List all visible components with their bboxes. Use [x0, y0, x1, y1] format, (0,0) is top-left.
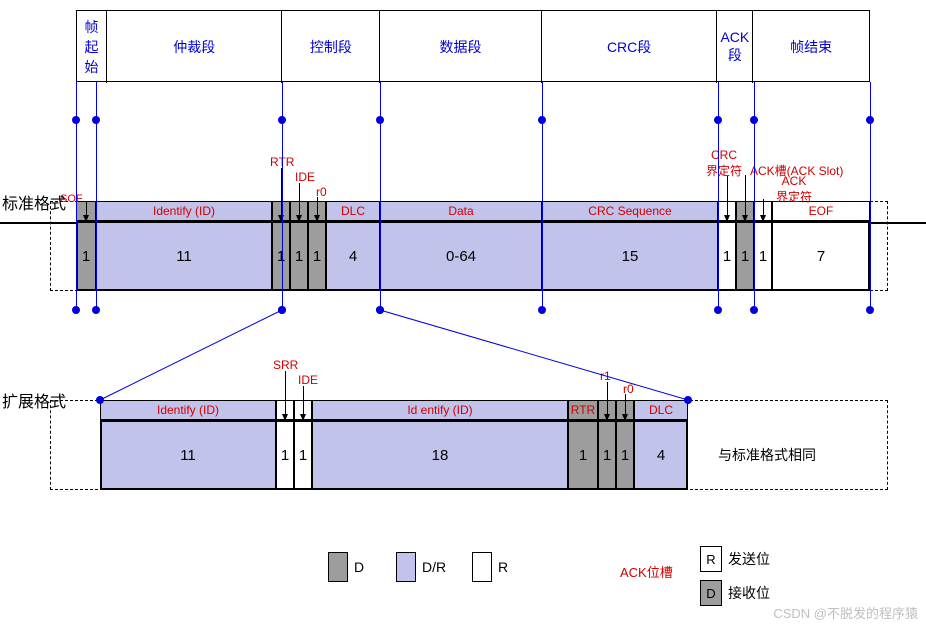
field-header: DLC — [634, 400, 688, 420]
guide-dot — [278, 116, 286, 124]
field-body: 11 — [100, 420, 276, 490]
legend-swatch — [396, 552, 416, 582]
field-arrow — [727, 176, 728, 221]
field-arrow — [763, 199, 764, 221]
legend-label: R — [498, 559, 508, 575]
field-body: 1 — [616, 420, 634, 490]
legend-ack-swatch: D — [700, 580, 722, 606]
field-arrow — [285, 371, 286, 420]
field-body: 4 — [326, 221, 380, 291]
same-as-standard-label: 与标准格式相同 — [718, 445, 816, 465]
legend-label: D — [354, 559, 364, 575]
field-body: 0-64 — [380, 221, 542, 291]
field-body: 1 — [308, 221, 326, 291]
guide-dot — [376, 116, 384, 124]
field-body: 1 — [568, 420, 598, 490]
ack-slot-label: ACK位槽 — [620, 562, 673, 581]
field-body: 1 — [754, 221, 772, 291]
field-arrow — [607, 382, 608, 420]
field-header: CRC Sequence — [542, 201, 718, 221]
field-arrow-label: SOF — [60, 193, 83, 205]
guide-dot — [714, 306, 722, 314]
guide-dot — [750, 116, 758, 124]
legend-label: D/R — [422, 559, 446, 575]
diagonal-guides — [0, 0, 926, 628]
legend-ack-swatch: R — [700, 546, 722, 572]
field-arrow-label: CRC 界定符 — [706, 148, 742, 179]
guide-dot — [92, 306, 100, 314]
field-arrow — [303, 386, 304, 420]
top-segment: 帧 起 始 — [77, 11, 107, 83]
field-body: 1 — [736, 221, 754, 291]
guide-dot — [750, 306, 758, 314]
legend-ack-label: 发送位 — [728, 549, 770, 569]
guide-dot — [538, 306, 546, 314]
guide-dot — [72, 306, 80, 314]
field-body: 1 — [294, 420, 312, 490]
field-header: Data — [380, 201, 542, 221]
top-segment: 数据段 — [380, 11, 542, 83]
field-arrow — [317, 197, 318, 221]
legend-ack-item: D 接收位 — [700, 580, 770, 606]
field-body: 1 — [272, 221, 290, 291]
field-header: Id entify (ID) — [312, 400, 568, 420]
top-segment: CRC段 — [542, 11, 718, 83]
legend-swatch — [472, 552, 492, 582]
legend-ack-label: 接收位 — [728, 583, 770, 603]
field-header: DLC — [326, 201, 380, 221]
field-arrow — [86, 201, 87, 221]
guide-dot — [714, 116, 722, 124]
top-segment: 仲裁段 — [107, 11, 283, 83]
legend-item: R — [472, 552, 508, 582]
field-body: 18 — [312, 420, 568, 490]
guide-dot — [72, 116, 80, 124]
field-arrow — [625, 394, 626, 420]
guide-dot — [92, 116, 100, 124]
field-arrow — [299, 183, 300, 221]
guide-dot — [278, 306, 286, 314]
field-body: 1 — [598, 420, 616, 490]
can-frame-diagram: 帧 起 始仲裁段控制段数据段CRC段ACK 段帧结束标准格式1Identify … — [0, 0, 926, 628]
field-body: 15 — [542, 221, 718, 291]
field-arrow-label: IDE — [298, 373, 318, 387]
field-arrow-label: r1 — [600, 369, 611, 383]
top-segments-row: 帧 起 始仲裁段控制段数据段CRC段ACK 段帧结束 — [76, 10, 870, 82]
field-arrow-label: IDE — [295, 170, 315, 184]
top-segment: 控制段 — [282, 11, 380, 83]
guide-dot — [866, 306, 874, 314]
field-body: 1 — [76, 221, 96, 291]
top-segment: 帧结束 — [753, 11, 869, 83]
field-header: RTR — [568, 400, 598, 420]
field-body: 11 — [96, 221, 272, 291]
field-arrow — [745, 175, 746, 221]
legend-item: D/R — [396, 552, 446, 582]
field-header: Identify (ID) — [96, 201, 272, 221]
top-segment: ACK 段 — [717, 11, 753, 83]
field-header: Identify (ID) — [100, 400, 276, 420]
legend-item: D — [328, 552, 364, 582]
guide-dot — [866, 116, 874, 124]
guide-dot — [376, 306, 384, 314]
legend-swatch — [328, 552, 348, 582]
field-body: 4 — [634, 420, 688, 490]
field-arrow-label: ACK 界定符 — [776, 174, 812, 205]
field-body: 7 — [772, 221, 870, 291]
field-arrow-label: SRR — [273, 358, 298, 372]
legend-ack-item: R 发送位 — [700, 546, 770, 572]
guide-dot — [538, 116, 546, 124]
field-body: 1 — [290, 221, 308, 291]
watermark: CSDN @不脱发的程序猿 — [773, 603, 918, 622]
field-body: 1 — [276, 420, 294, 490]
field-body: 1 — [718, 221, 736, 291]
